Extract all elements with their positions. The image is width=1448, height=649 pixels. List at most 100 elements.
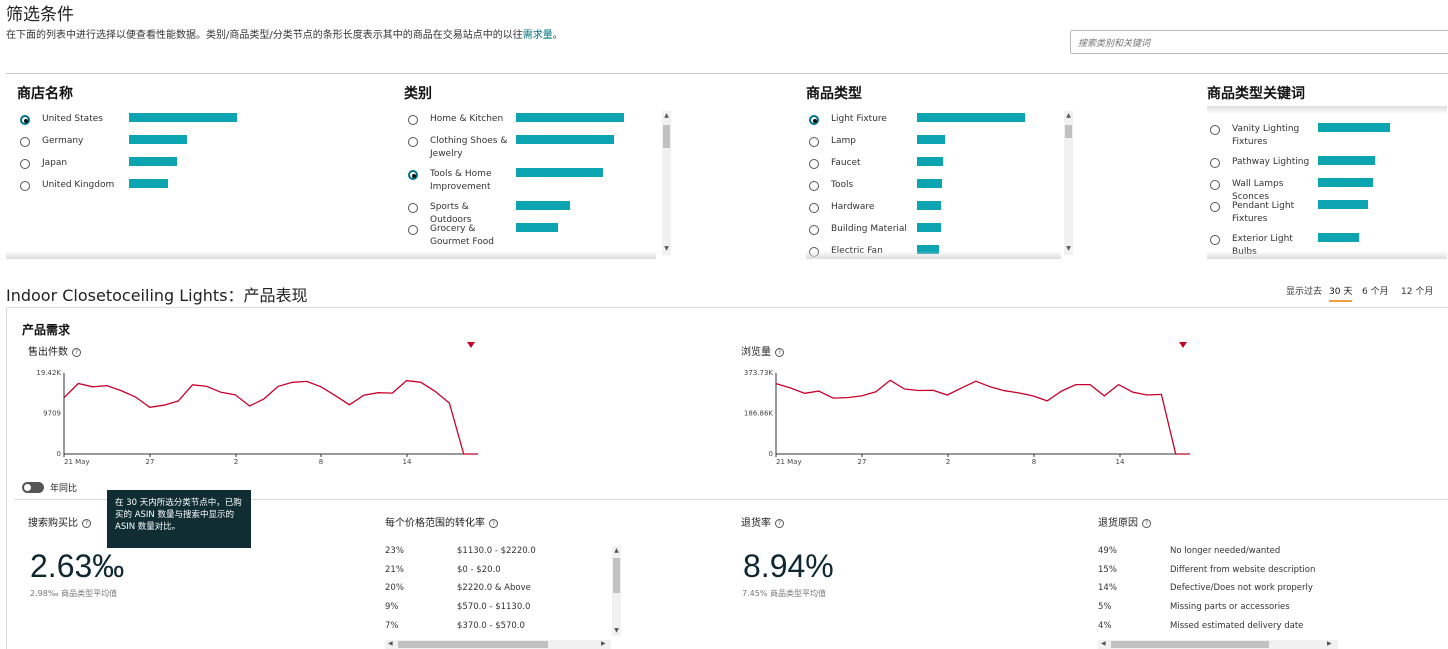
scroll-thumb[interactable]	[1111, 641, 1269, 648]
category-item-label[interactable]: Sports & Outdoors	[430, 202, 472, 225]
range-30d[interactable]: 30 天	[1329, 284, 1353, 302]
category-radio[interactable]	[408, 170, 418, 180]
yoy-label: 年同比	[50, 484, 78, 494]
category-scrollbar[interactable]: ▲ ▼	[662, 111, 671, 255]
category-radio[interactable]	[408, 225, 418, 235]
keywords-demand-bar	[1318, 178, 1373, 187]
scroll-left-icon[interactable]: ◀	[388, 640, 393, 647]
scroll-down-icon[interactable]: ▼	[1066, 245, 1071, 252]
keywords-radio[interactable]	[1210, 158, 1220, 168]
store-radio[interactable]	[20, 137, 30, 147]
store-radio[interactable]	[20, 159, 30, 169]
search-box[interactable]	[1070, 30, 1448, 55]
info-icon[interactable]: ?	[489, 518, 498, 528]
keywords-radio[interactable]	[1210, 235, 1220, 245]
range-label: 显示过去	[1286, 287, 1323, 297]
scroll-down-icon[interactable]: ▼	[664, 245, 669, 252]
category-item-label[interactable]: Grocery & Gourmet Food	[430, 224, 495, 247]
product_type-item-label[interactable]: Building Material	[831, 224, 907, 234]
category-radio[interactable]	[408, 115, 418, 125]
product_type-radio[interactable]	[809, 159, 819, 169]
x-tick-label: 21 May	[776, 458, 802, 466]
conversion-pct: 20%	[385, 583, 404, 594]
search-purchase-avg: 2.98‰ 商品类型平均值	[30, 589, 118, 598]
keywords-demand-bar	[1318, 156, 1375, 165]
scroll-right-icon[interactable]: ▶	[1327, 640, 1332, 647]
keywords-radio[interactable]	[1210, 180, 1220, 190]
series-line	[63, 379, 478, 455]
scroll-right-icon[interactable]: ▶	[601, 640, 606, 647]
scroll-thumb[interactable]	[613, 558, 620, 593]
conversion-hscrollbar[interactable]: ◀ ▶	[385, 640, 611, 649]
keywords-radio[interactable]	[1210, 125, 1220, 135]
range-6m[interactable]: 6 个月	[1362, 287, 1389, 297]
scroll-left-icon[interactable]: ◀	[1101, 640, 1106, 647]
keywords-item-label[interactable]: Pathway Lighting	[1232, 157, 1310, 167]
store-item-label[interactable]: Japan	[42, 158, 68, 168]
category-item-label[interactable]: Clothing Shoes & Jewelry	[430, 136, 508, 159]
keywords-item-label[interactable]: Vanity Lighting Fixtures	[1232, 124, 1300, 147]
info-icon[interactable]: ?	[82, 518, 91, 528]
store-item-label[interactable]: Germany	[42, 136, 84, 146]
product_type-radio[interactable]	[809, 115, 819, 125]
product_type-item-label[interactable]: Lamp	[831, 136, 857, 146]
alert-marker-icon[interactable]	[1179, 342, 1187, 348]
range-12m[interactable]: 12 个月	[1401, 287, 1434, 297]
keywords-item-label[interactable]: Pendant Light Fixtures	[1232, 201, 1295, 224]
category-radio[interactable]	[408, 203, 418, 213]
store-item-label[interactable]: United Kingdom	[42, 180, 115, 190]
product_type-demand-bar	[917, 245, 939, 254]
product_type-item-label[interactable]: Hardware	[831, 202, 875, 212]
filter-title: 筛选条件	[6, 5, 74, 25]
divider	[14, 499, 1448, 500]
demand-link[interactable]: 需求量	[522, 30, 553, 41]
category-radio[interactable]	[408, 137, 418, 147]
product_type-item-label[interactable]: Tools	[831, 180, 854, 190]
product-type-scrollbar[interactable]: ▲ ▼	[1064, 111, 1073, 255]
keywords-radio[interactable]	[1210, 202, 1220, 212]
product_type-radio[interactable]	[809, 225, 819, 235]
x-tick-label: 8	[1032, 458, 1036, 466]
x-tick-label: 27	[858, 458, 867, 466]
yoy-toggle[interactable]	[22, 482, 44, 493]
store-demand-bar	[129, 157, 177, 166]
category-item-label[interactable]: Home & Kitchen	[430, 114, 504, 124]
scroll-thumb[interactable]	[398, 641, 548, 648]
product_type-radio[interactable]	[809, 137, 819, 147]
return-rate-avg: 7.45% 商品类型平均值	[742, 589, 826, 598]
search-input[interactable]	[1076, 33, 1440, 55]
product_type-radio[interactable]	[809, 203, 819, 213]
conversion-scrollbar[interactable]: ▲ ▼	[612, 546, 621, 636]
scroll-thumb[interactable]	[663, 125, 670, 148]
store-item-label[interactable]: United States	[42, 114, 103, 124]
keywords-item-label[interactable]: Wall Lamps Sconces	[1232, 179, 1284, 202]
scroll-up-icon[interactable]: ▲	[614, 547, 619, 554]
product_type-item-label[interactable]: Faucet	[831, 158, 861, 168]
series-line	[775, 379, 1190, 455]
alert-marker-icon[interactable]	[467, 342, 475, 348]
product_type-radio[interactable]	[809, 181, 819, 191]
info-icon[interactable]: ?	[1142, 518, 1151, 528]
info-icon[interactable]: ?	[72, 347, 81, 357]
product_type-item-label[interactable]: Light Fixture	[831, 114, 887, 124]
scroll-up-icon[interactable]: ▲	[1066, 112, 1071, 119]
x-tick-label: 8	[319, 458, 323, 466]
keywords-demand-bar	[1318, 123, 1390, 132]
store-radio[interactable]	[20, 115, 30, 125]
store-column-title: 商店名称	[17, 86, 73, 102]
scroll-down-icon[interactable]: ▼	[614, 627, 619, 634]
info-icon[interactable]: ?	[775, 518, 784, 528]
category-item-label[interactable]: Tools & Home Improvement	[430, 169, 492, 192]
category-demand-bar	[516, 168, 603, 177]
scroll-up-icon[interactable]: ▲	[664, 112, 669, 119]
conversion-range: $0 - $20.0	[457, 564, 501, 575]
y-tick-label: 0	[769, 450, 773, 458]
info-icon[interactable]: ?	[775, 347, 784, 357]
performance-panel	[6, 307, 1448, 649]
conversion-pct: 9%	[385, 602, 399, 613]
return-hscrollbar[interactable]: ◀ ▶	[1098, 640, 1338, 649]
store-radio[interactable]	[20, 181, 30, 191]
scroll-thumb[interactable]	[1065, 125, 1072, 138]
return-reasons-label: 退货原因?	[1098, 514, 1151, 529]
